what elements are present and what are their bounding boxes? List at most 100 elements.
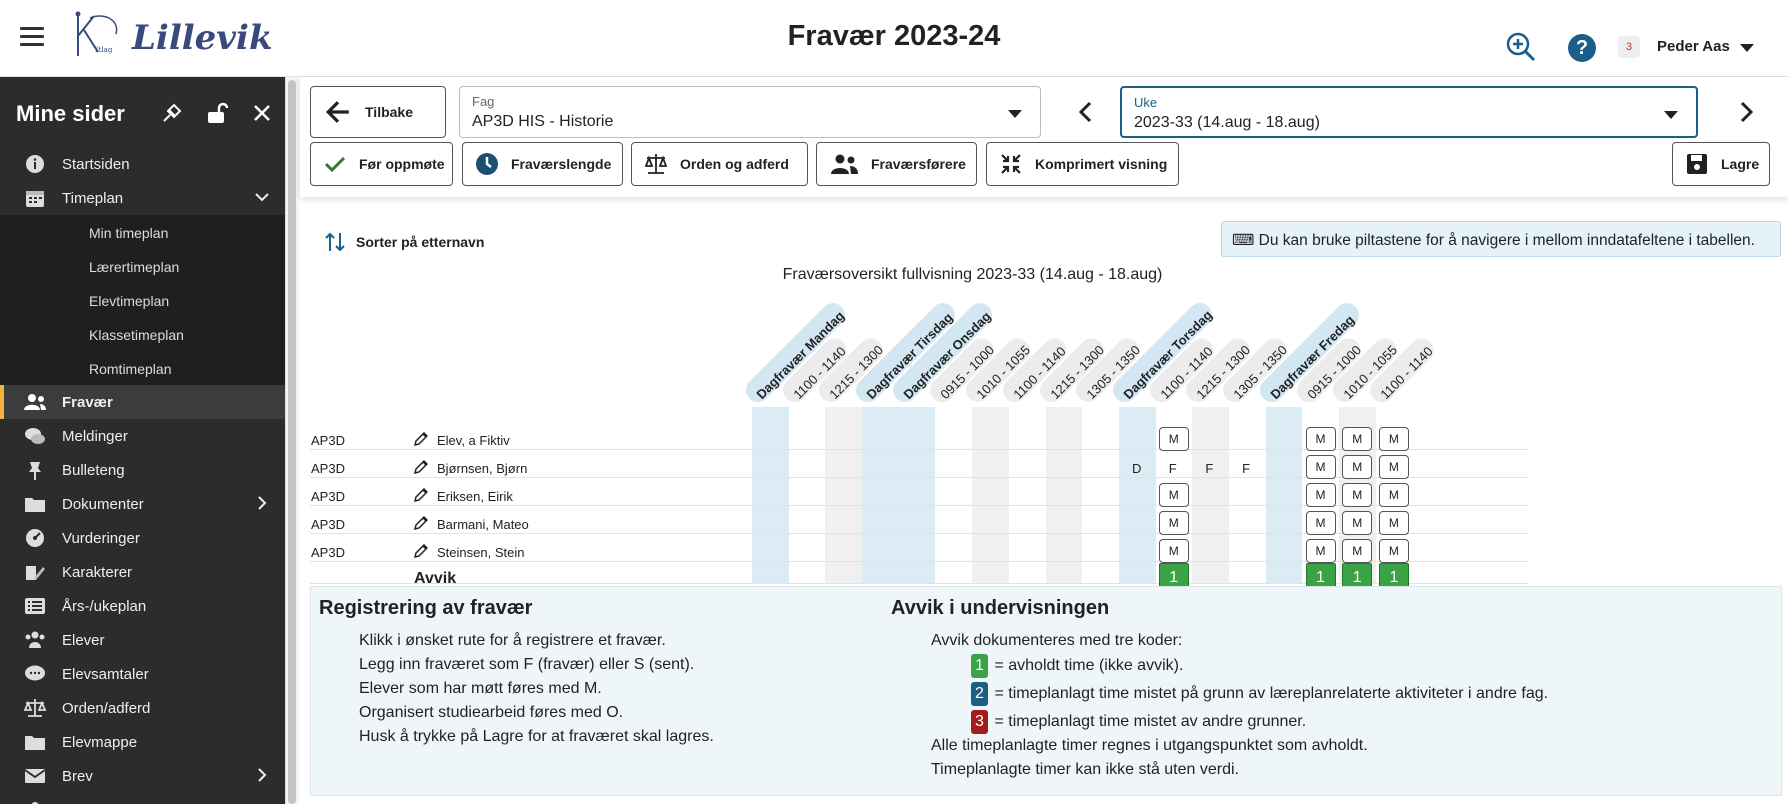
attendance-cell-empty[interactable] xyxy=(1046,511,1083,535)
attendance-cell[interactable]: F xyxy=(1205,461,1214,476)
attendance-cell[interactable]: M xyxy=(1305,539,1336,563)
sort-button[interactable]: Sorter på etternavn xyxy=(324,231,484,253)
sidebar-item-startsiden[interactable]: Startsiden xyxy=(0,147,285,181)
school-logo[interactable]: Lillevik Ytlag xyxy=(72,8,273,63)
attendance-cell-empty[interactable] xyxy=(1009,483,1046,507)
edit-student-icon[interactable] xyxy=(414,516,428,530)
attendance-cell-empty[interactable] xyxy=(1192,483,1229,507)
student-name[interactable]: Eriksen, Eirik xyxy=(437,489,513,504)
attendance-cell[interactable]: M xyxy=(1305,427,1336,451)
attendance-cell-empty[interactable] xyxy=(1266,539,1303,563)
menu-icon[interactable] xyxy=(20,27,44,49)
attendance-cell-empty[interactable] xyxy=(1082,455,1119,479)
attendance-cell[interactable]: M xyxy=(1378,539,1409,563)
sidebar-subitem[interactable]: Elevtimeplan xyxy=(0,283,285,317)
close-icon[interactable] xyxy=(250,101,274,125)
attendance-cell[interactable]: M xyxy=(1158,511,1189,535)
attendance-cell-empty[interactable] xyxy=(1119,511,1156,535)
next-week-icon[interactable] xyxy=(1734,100,1758,124)
attendance-cell-empty[interactable] xyxy=(752,455,789,479)
attendance-cell[interactable]: M xyxy=(1158,483,1189,507)
sidebar-item-elever[interactable]: Elever xyxy=(0,623,285,657)
sidebar-item-karakterer[interactable]: Karakterer xyxy=(0,555,285,589)
attendance-cell-empty[interactable] xyxy=(1009,539,1046,563)
sidebar-item-iop[interactable]: IOP xyxy=(0,793,285,804)
attendance-cell[interactable]: M xyxy=(1342,427,1373,451)
attendance-cell-empty[interactable] xyxy=(1082,511,1119,535)
attendance-cell-empty[interactable] xyxy=(1119,427,1156,451)
attendance-cell-empty[interactable] xyxy=(752,511,789,535)
attendance-cell-empty[interactable] xyxy=(1192,539,1229,563)
attendance-cell-empty[interactable] xyxy=(825,427,862,451)
attendance-cell-empty[interactable] xyxy=(1192,427,1229,451)
attendance-cell-empty[interactable] xyxy=(936,539,973,563)
save-button[interactable]: Lagre xyxy=(1672,142,1770,186)
sidebar-item-års-ukeplan[interactable]: Års-/ukeplan xyxy=(0,589,285,623)
sidebar-scroll-thumb[interactable] xyxy=(288,80,296,804)
attendance-cell-empty[interactable] xyxy=(862,483,899,507)
komprimert-visning-button[interactable]: Komprimert visning xyxy=(986,142,1179,186)
unlock-icon[interactable] xyxy=(205,101,229,125)
orden-og-adferd-button[interactable]: Orden og adferd xyxy=(631,142,808,186)
attendance-cell-empty[interactable] xyxy=(1082,427,1119,451)
attendance-cell[interactable]: M xyxy=(1378,483,1409,507)
attendance-cell-empty[interactable] xyxy=(1009,455,1046,479)
zoom-in-icon[interactable] xyxy=(1506,32,1536,62)
back-button[interactable]: Tilbake xyxy=(310,86,446,138)
fag-select[interactable]: Fag AP3D HIS - Historie xyxy=(459,86,1041,138)
user-name[interactable]: Peder Aas xyxy=(1657,38,1730,55)
notification-badge[interactable]: 3 xyxy=(1618,36,1640,58)
attendance-cell[interactable]: M xyxy=(1305,511,1336,535)
attendance-cell-empty[interactable] xyxy=(972,511,1009,535)
attendance-cell-empty[interactable] xyxy=(1046,455,1083,479)
attendance-cell[interactable]: M xyxy=(1378,511,1409,535)
sidebar-item-meldinger[interactable]: Meldinger xyxy=(0,419,285,453)
student-name[interactable]: Barmani, Mateo xyxy=(437,517,529,532)
attendance-cell-empty[interactable] xyxy=(936,427,973,451)
help-icon[interactable]: ? xyxy=(1568,34,1596,62)
attendance-cell-empty[interactable] xyxy=(936,483,973,507)
attendance-cell[interactable]: M xyxy=(1158,427,1189,451)
attendance-cell-empty[interactable] xyxy=(972,455,1009,479)
for-oppmote-button[interactable]: Før oppmøte xyxy=(310,142,453,186)
attendance-cell-empty[interactable] xyxy=(1266,427,1303,451)
attendance-cell-empty[interactable] xyxy=(1082,483,1119,507)
attendance-cell-empty[interactable] xyxy=(1009,511,1046,535)
attendance-cell[interactable]: M xyxy=(1342,483,1373,507)
sidebar-item-orden-adferd[interactable]: Orden/adferd xyxy=(0,691,285,725)
attendance-cell-empty[interactable] xyxy=(972,539,1009,563)
edit-student-icon[interactable] xyxy=(414,488,428,502)
attendance-cell-empty[interactable] xyxy=(1119,483,1156,507)
attendance-cell-empty[interactable] xyxy=(789,511,826,535)
sidebar-item-vurderinger[interactable]: Vurderinger xyxy=(0,521,285,555)
fravaerslengde-button[interactable]: Fraværslengde xyxy=(462,142,623,186)
sidebar-item-elevsamtaler[interactable]: Elevsamtaler xyxy=(0,657,285,691)
attendance-cell-empty[interactable] xyxy=(862,511,899,535)
attendance-cell[interactable]: D xyxy=(1132,461,1142,476)
attendance-cell-empty[interactable] xyxy=(752,427,789,451)
student-name[interactable]: Steinsen, Stein xyxy=(437,545,525,560)
student-name[interactable]: Elev, a Fiktiv xyxy=(437,433,510,448)
sidebar-item-dokumenter[interactable]: Dokumenter xyxy=(0,487,285,521)
attendance-cell-empty[interactable] xyxy=(1229,427,1266,451)
edit-student-icon[interactable] xyxy=(414,460,428,474)
attendance-cell[interactable]: M xyxy=(1305,483,1336,507)
attendance-cell-empty[interactable] xyxy=(825,455,862,479)
attendance-cell-empty[interactable] xyxy=(825,483,862,507)
attendance-cell-empty[interactable] xyxy=(1119,539,1156,563)
attendance-cell-empty[interactable] xyxy=(1266,511,1303,535)
sidebar-item-elevmappe[interactable]: Elevmappe xyxy=(0,725,285,759)
edit-student-icon[interactable] xyxy=(414,544,428,558)
student-name[interactable]: Bjørnsen, Bjørn xyxy=(437,461,528,476)
attendance-cell-empty[interactable] xyxy=(752,539,789,563)
user-menu-caret-icon[interactable] xyxy=(1740,44,1754,52)
previous-week-icon[interactable] xyxy=(1074,100,1098,124)
sidebar-item-bulleteng[interactable]: Bulleteng xyxy=(0,453,285,487)
pin-toggle-icon[interactable] xyxy=(160,101,184,125)
attendance-cell-empty[interactable] xyxy=(936,455,973,479)
sidebar-item-brev[interactable]: Brev xyxy=(0,759,285,793)
sidebar-subitem[interactable]: Romtimeplan xyxy=(0,351,285,385)
attendance-cell-empty[interactable] xyxy=(1082,539,1119,563)
attendance-cell-empty[interactable] xyxy=(1046,483,1083,507)
edit-student-icon[interactable] xyxy=(414,432,428,446)
